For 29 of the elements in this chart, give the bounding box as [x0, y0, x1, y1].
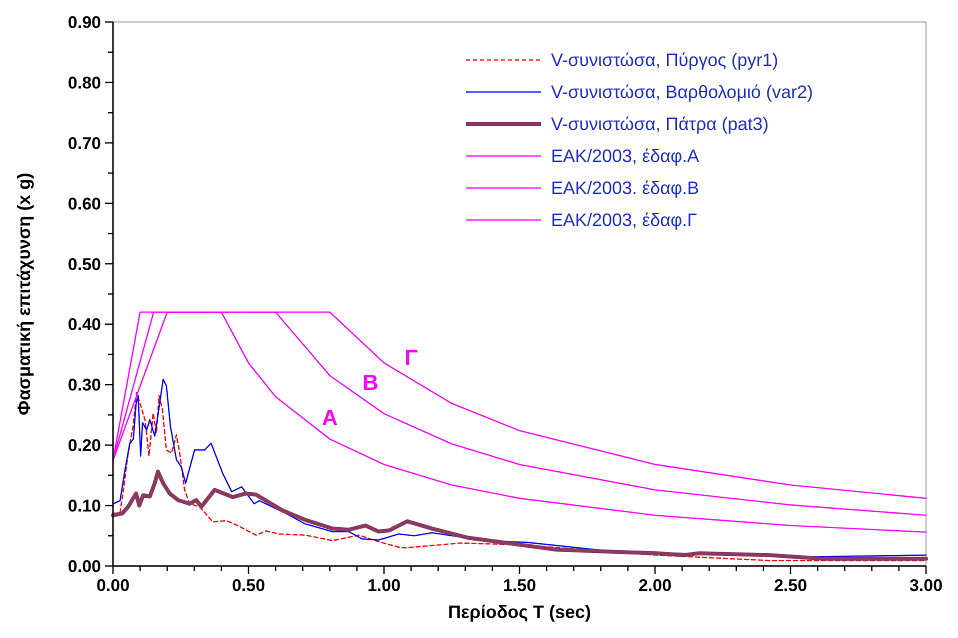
x-tick-label: 2.00 — [638, 576, 672, 595]
y-tick-label: 0.70 — [68, 134, 101, 153]
x-axis-title: Περίοδος T (sec) — [448, 602, 591, 622]
legend-label: ΕΑΚ/2003, έδαφ.Α — [551, 146, 700, 166]
y-tick-label: 0.30 — [68, 376, 101, 395]
legend-label: V-συνιστώσα, Πάτρα (pat3) — [551, 114, 769, 134]
x-tick-label: 3.00 — [909, 576, 943, 595]
annotation: B — [362, 370, 378, 396]
x-tick-label: 2.50 — [774, 576, 808, 595]
legend-label: V-συνιστώσα, Βαρθολομιό (var2) — [551, 82, 813, 102]
x-tick-label: 1.00 — [367, 576, 401, 595]
y-tick-label: 0.60 — [68, 194, 101, 214]
legend-label: V-συνιστώσα, Πύργος (pyr1) — [551, 50, 778, 70]
legend-label: ΕΑΚ/2003, έδαφ.Γ — [551, 210, 698, 230]
y-tick-label: 0.20 — [68, 436, 101, 456]
x-tick-label: 0.50 — [232, 576, 266, 595]
y-tick-label: 0.10 — [68, 496, 101, 516]
y-tick-label: 0.90 — [68, 13, 101, 32]
annotation: Γ — [404, 345, 418, 370]
legend-label: ΕΑΚ/2003. έδαφ.Β — [551, 178, 700, 198]
line-series — [111, 470, 928, 561]
x-tick-label: 1.50 — [502, 576, 536, 595]
y-tick-label: 0.40 — [68, 315, 101, 334]
y-tick-label: 0.00 — [68, 557, 101, 576]
x-tick-label: 0.00 — [96, 576, 130, 595]
y-tick-label: 0.80 — [68, 73, 101, 92]
annotation: A — [322, 405, 338, 430]
y-tick-label: 0.50 — [68, 254, 101, 274]
y-axis-title: Φασματική επιτάχυνση (x g) — [14, 172, 34, 416]
